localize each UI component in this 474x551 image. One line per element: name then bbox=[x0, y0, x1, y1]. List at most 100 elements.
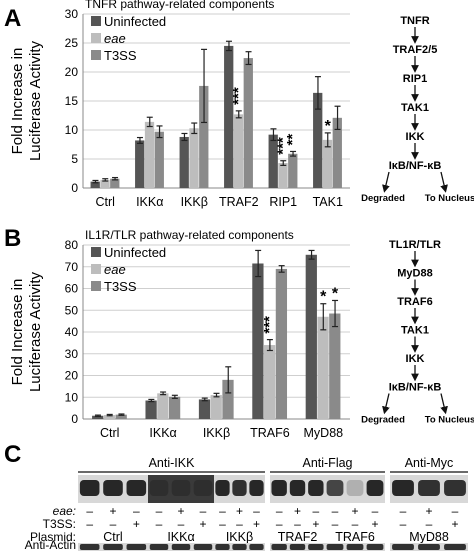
pathway-b-node-ikk: IKK bbox=[406, 353, 425, 365]
blot-actin-band bbox=[418, 544, 440, 550]
chart-b-errorbar-traf6-uninfected bbox=[255, 249, 262, 278]
blot-lane-t3ss-sign: – bbox=[400, 517, 407, 531]
pathway-b-arrow-degraded bbox=[382, 393, 390, 415]
blot-plasmid-ikk: IKKα bbox=[167, 530, 194, 544]
blot-band bbox=[171, 480, 191, 496]
chart-a-bar-traf2-uninfected bbox=[224, 45, 234, 189]
chart-b-errorbar-myd88-eae bbox=[320, 303, 327, 331]
chart-a-xtick-tak1: TAK1 bbox=[313, 195, 343, 209]
chart-a-errorbar-rip1-eae bbox=[280, 160, 287, 166]
blot-lane-t3ss-sign: – bbox=[178, 517, 185, 531]
chart-a-legend-label-eae: eae bbox=[104, 31, 126, 46]
chart-a-bar-rip1-eae bbox=[278, 163, 288, 188]
chart-b-errorbar-traf6-t3ss bbox=[278, 265, 285, 273]
blot-lane-t3ss-sign: + bbox=[133, 517, 140, 531]
blot-band bbox=[366, 480, 384, 496]
chart-a-legend-swatch-uninfected bbox=[91, 16, 101, 26]
chart-b-ytick-label: 0 bbox=[71, 412, 78, 426]
pathway-b-outcome-degraded: Degraded bbox=[361, 415, 405, 426]
blot-actin-band bbox=[126, 544, 147, 550]
chart-a-annotation-tak1-eae: * bbox=[325, 118, 332, 135]
blot-band bbox=[271, 480, 287, 496]
chart-b-errorbar-ikk-eae bbox=[213, 392, 220, 398]
blot-actin-band bbox=[149, 544, 169, 550]
chart-a-errorbar-traf2-t3ss bbox=[245, 51, 252, 66]
blot-band bbox=[79, 480, 100, 496]
chart-a-xtick-ikk: IKKβ bbox=[181, 195, 208, 209]
chart-a-errorbar-tak1-t3ss bbox=[334, 105, 341, 131]
chart-b-ytick-label: 80 bbox=[65, 238, 79, 252]
blot-actin-band bbox=[232, 544, 247, 550]
blot-header-anti-flag: Anti-Flag bbox=[302, 456, 352, 470]
chart-b-errorbar-ikk-uninfected bbox=[201, 397, 208, 402]
chart-b-annotation-traf6-eae: *** bbox=[261, 316, 278, 334]
chart-b-ytick-label: 50 bbox=[65, 303, 79, 317]
pathway-a-arrow-nucleus bbox=[440, 171, 448, 193]
chart-a-errorbar-ikk-eae bbox=[146, 116, 153, 128]
chart-a-annotation-rip1-t3ss: ** bbox=[284, 134, 301, 146]
chart-b-ytick-label: 60 bbox=[65, 282, 79, 296]
chart-a-errorbar-ikk-uninfected bbox=[136, 136, 143, 144]
blot-lane-t3ss-sign: – bbox=[352, 517, 359, 531]
chart-a-annotation-traf2-eae: *** bbox=[230, 87, 247, 105]
blot-band bbox=[444, 480, 466, 496]
chart-b-ytick-label: 70 bbox=[65, 260, 79, 274]
chart-b-xtick-ikk: IKKβ bbox=[203, 426, 230, 440]
chart-a-ytick-label: 15 bbox=[65, 94, 79, 108]
blot-lane-eae-sign: + bbox=[109, 504, 116, 518]
chart-a-errorbar-ikk-uninfected bbox=[181, 132, 188, 142]
blot-band bbox=[346, 480, 364, 496]
chart-a-bar-tak1-uninfected bbox=[313, 92, 323, 188]
blot-row-label-actin: Anti-Actin bbox=[25, 538, 76, 551]
blot-plasmid-myd88: MyD88 bbox=[409, 530, 449, 544]
chart-a-xtick-traf2: TRAF2 bbox=[219, 195, 259, 209]
chart-a-errorbar-ctrl-eae bbox=[102, 178, 109, 182]
pathway-b: TL1R/TLR MyD88 TRAF6 TAK1 IKK IκB/NF-κB Degrad… bbox=[361, 239, 474, 426]
chart-b-xtick-myd88: MyD88 bbox=[304, 426, 344, 440]
chart-a-legend: Uninfected eae T3SS bbox=[91, 14, 166, 63]
chart-b-ytick-label: 30 bbox=[65, 347, 79, 361]
chart-b: IL1R/TLR pathway-related components 0 10 20… bbox=[9, 228, 350, 440]
chart-a-errorbar-ikk-eae bbox=[191, 122, 198, 135]
blot-actin-band bbox=[392, 544, 414, 550]
blot-lane-t3ss-sign: – bbox=[426, 517, 433, 531]
chart-a-bar-ikk-eae bbox=[189, 128, 199, 188]
chart-a-errorbar-traf2-eae bbox=[235, 110, 242, 119]
blot-lane-eae-sign: – bbox=[156, 504, 163, 518]
chart-a-bar-ikk-uninfected bbox=[135, 140, 145, 188]
chart-b-bar-myd88-eae bbox=[317, 316, 329, 419]
chart-b-errorbar-myd88-t3ss bbox=[332, 299, 339, 328]
chart-b-legend-label-t3ss: T3SS bbox=[104, 279, 137, 294]
blot-lane-t3ss-sign: – bbox=[219, 517, 226, 531]
chart-b-bar-myd88-t3ss bbox=[329, 313, 341, 419]
blot-lane-eae-sign: – bbox=[276, 504, 283, 518]
western-blot: Anti-IKK Anti-Flag Anti-Myc eae:T3SS:Plasmi… bbox=[25, 456, 468, 551]
chart-a-errorbar-ikk-t3ss bbox=[201, 48, 208, 124]
chart-b-bar-ctrl-eae bbox=[103, 415, 116, 419]
chart-a-bar-traf2-t3ss bbox=[243, 58, 253, 188]
chart-a-bar-ikk-uninfected bbox=[179, 136, 189, 188]
chart-b-bar-ikk-uninfected bbox=[145, 400, 157, 419]
blot-lane-t3ss-sign: + bbox=[451, 517, 458, 531]
chart-b-ytick-label: 40 bbox=[65, 325, 79, 339]
chart-a-bar-ctrl-eae bbox=[100, 179, 110, 188]
blot-row-label-t3ss: T3SS: bbox=[43, 517, 76, 531]
chart-b-legend-label-eae: eae bbox=[104, 262, 126, 277]
chart-a-legend-label-t3ss: T3SS bbox=[104, 48, 137, 63]
blot-lane-t3ss-sign: – bbox=[236, 517, 243, 531]
blot-row-label-eae: eae: bbox=[53, 504, 76, 518]
blot-band bbox=[193, 480, 213, 496]
blot-lane-t3ss-sign: – bbox=[86, 517, 93, 531]
chart-a-legend-label-uninfected: Uninfected bbox=[104, 14, 166, 29]
blot-lane-t3ss-sign: – bbox=[276, 517, 283, 531]
chart-b-bar-ikk-eae bbox=[157, 393, 169, 419]
pathway-b-outcome-nucleus: To Nucleus bbox=[425, 415, 474, 426]
chart-b-annotation-myd88-eae: * bbox=[320, 289, 327, 306]
chart-b-legend-swatch-t3ss bbox=[91, 281, 101, 291]
pathway-a-arrow-degraded bbox=[382, 171, 390, 193]
chart-b-annotation-myd88-t3ss: * bbox=[332, 285, 339, 302]
chart-a-xtick-ikk: IKKα bbox=[136, 195, 163, 209]
pathway-a-outcome-degraded: Degraded bbox=[361, 193, 405, 204]
pathway-b-node-tak1: TAK1 bbox=[401, 325, 429, 337]
